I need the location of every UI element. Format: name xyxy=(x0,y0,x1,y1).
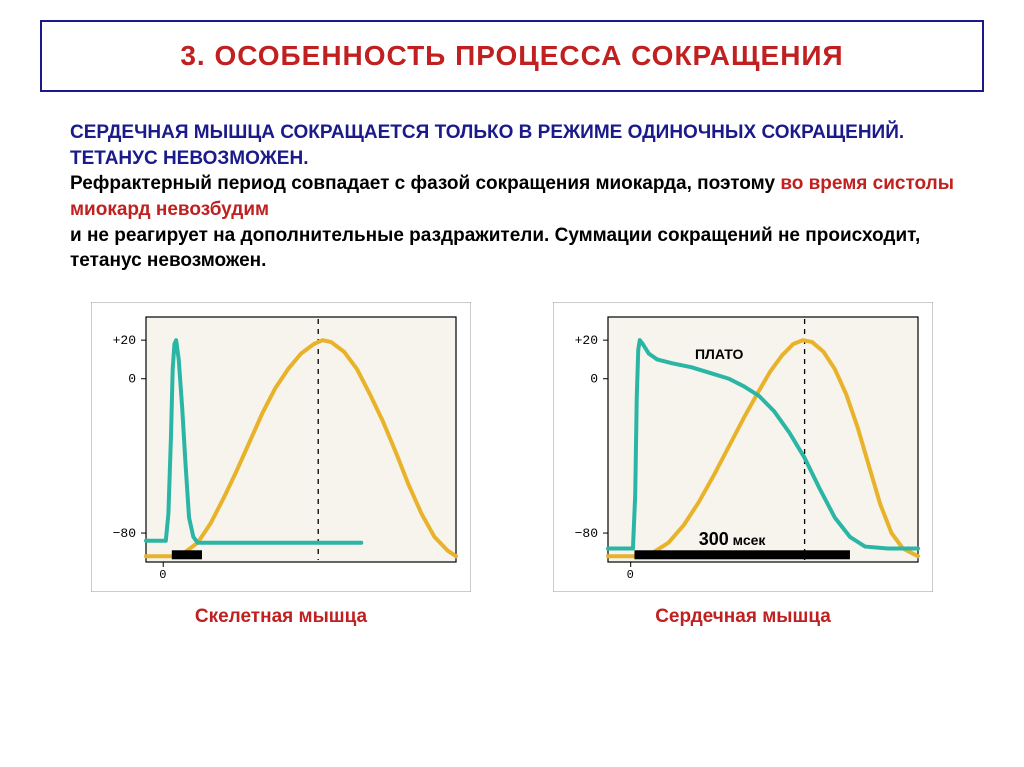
chart_right-xzero: 0 xyxy=(627,568,634,582)
para-line2a: Рефрактерный период совпадает с фазой со… xyxy=(70,173,780,194)
chart-left-col: +20 0 −80 0 Скелетная мышца xyxy=(91,302,471,628)
chart_left-xzero: 0 xyxy=(159,568,166,582)
body-paragraph: СЕРДЕЧНАЯ МЫШЦА СОКРАЩАЕТСЯ ТОЛЬКО В РЕЖ… xyxy=(40,120,984,274)
chart-left-caption: Скелетная мышца xyxy=(195,606,367,628)
chart-right-caption: Сердечная мышца xyxy=(655,606,831,628)
title-box: 3. ОСОБЕННОСТЬ ПРОЦЕССА СОКРАЩЕНИЯ xyxy=(40,20,984,92)
svg-text:−80: −80 xyxy=(113,526,136,541)
charts-row: +20 0 −80 0 Скелетная мышца +20 0 −80 0 ПЛАТО 30… xyxy=(40,302,984,628)
chart-right: +20 0 −80 0 ПЛАТО 300 мсек xyxy=(553,302,933,592)
svg-text:+20: +20 xyxy=(575,333,598,348)
plateau-label: ПЛАТО xyxy=(695,346,743,362)
chart-right-col: +20 0 −80 0 ПЛАТО 300 мсек Сердечная мышца xyxy=(553,302,933,628)
svg-text:0: 0 xyxy=(590,372,598,387)
svg-text:0: 0 xyxy=(128,372,136,387)
page-title: 3. ОСОБЕННОСТЬ ПРОЦЕССА СОКРАЩЕНИЯ xyxy=(66,40,958,72)
para-line1: СЕРДЕЧНАЯ МЫШЦА СОКРАЩАЕТСЯ ТОЛЬКО В РЕЖ… xyxy=(70,122,904,169)
svg-text:+20: +20 xyxy=(113,333,136,348)
time-300-label: 300 мсек xyxy=(699,529,766,550)
para-line3: и не реагирует на дополнительные раздраж… xyxy=(70,225,920,272)
chart-left: +20 0 −80 0 xyxy=(91,302,471,592)
svg-text:−80: −80 xyxy=(575,526,598,541)
